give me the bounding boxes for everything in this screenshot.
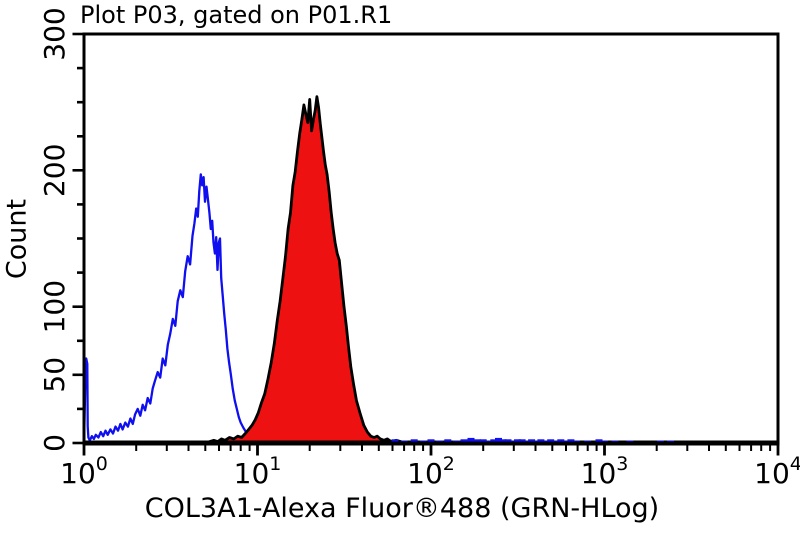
plot-title: Plot P03, gated on P01.R1 bbox=[80, 1, 393, 29]
x-tick-label-10e0: 100 bbox=[60, 453, 108, 490]
plot-frame bbox=[82, 32, 780, 445]
x-tick-label-10e3: 103 bbox=[581, 453, 629, 490]
y-tick-label-100: 100 bbox=[38, 280, 71, 333]
y-tick-label-300: 300 bbox=[38, 7, 71, 60]
y-tick-label-200: 200 bbox=[38, 144, 71, 197]
x-tick-label-10e2: 102 bbox=[407, 453, 455, 490]
y-tick-label-0: 0 bbox=[38, 434, 71, 452]
x-tick-label-10e4: 104 bbox=[754, 453, 800, 490]
plot-area bbox=[84, 34, 778, 443]
curve-col3a1-stained bbox=[203, 95, 407, 445]
baseline-event-dot bbox=[495, 437, 502, 444]
x-tick-label-10e1: 101 bbox=[234, 453, 282, 490]
x-axis-label: COL3A1-Alexa Fluor®488 (GRN-HLog) bbox=[144, 493, 660, 524]
y-tick-label-50: 50 bbox=[38, 357, 71, 393]
curve-negative-control bbox=[82, 173, 268, 445]
baseline-event-dot bbox=[467, 437, 475, 444]
